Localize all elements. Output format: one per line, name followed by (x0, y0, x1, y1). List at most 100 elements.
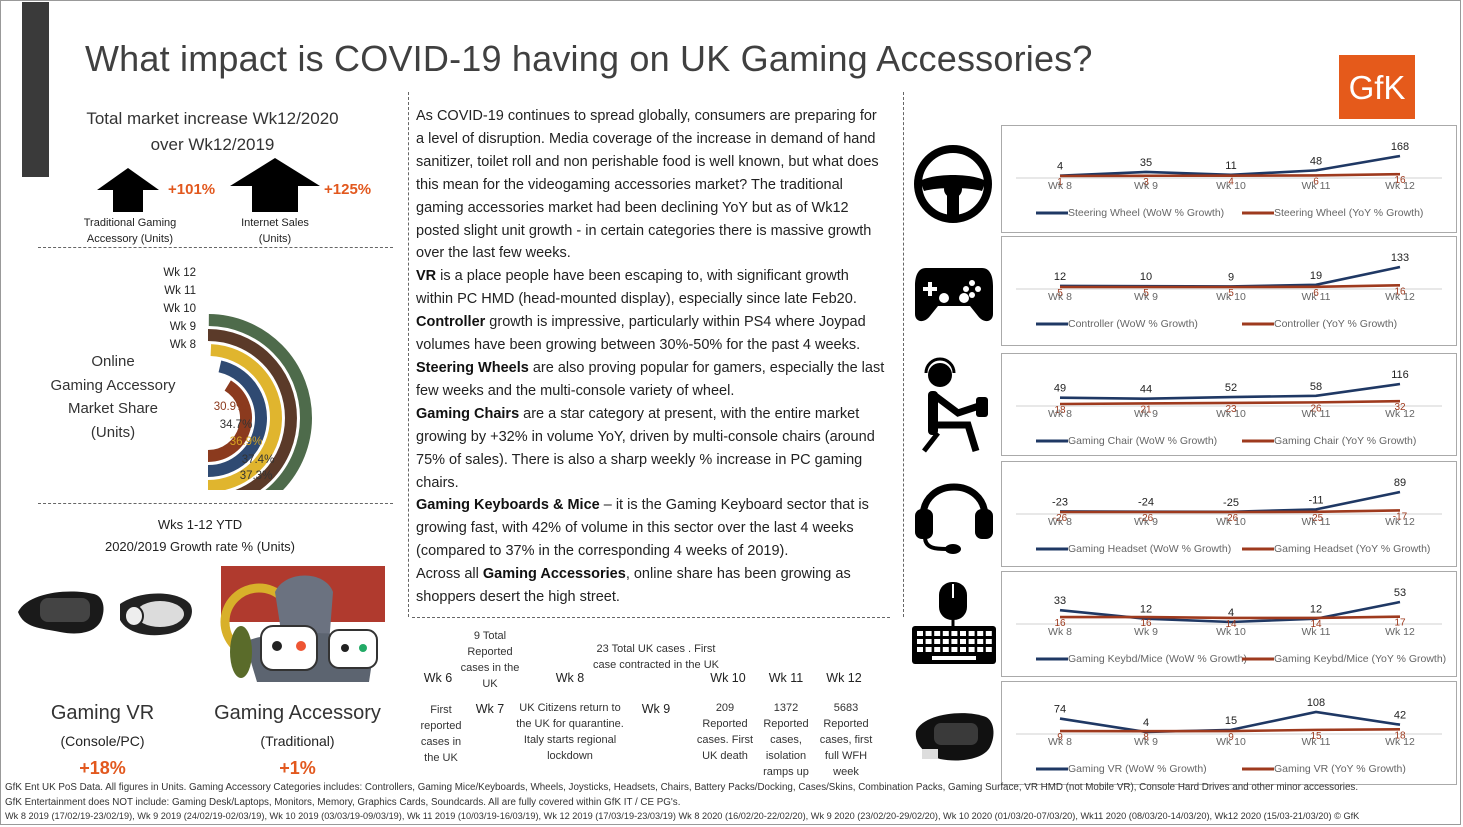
wow-data-label: 133 (1391, 252, 1409, 264)
yoy-data-label: 26 (1310, 403, 1322, 414)
yoy-data-label: -17 (1393, 511, 1408, 522)
internet-increase-value: +125% (324, 181, 372, 198)
yoy-data-label: 3 (1143, 177, 1149, 188)
yoy-data-label: 8 (1143, 732, 1149, 743)
gaming-accessories-image (220, 566, 385, 682)
x-tick-label: Wk 10 (1216, 626, 1246, 638)
footer-line: Wk 8 2019 (17/02/19-23/02/19), Wk 9 2019… (5, 811, 1360, 821)
keyboard-mouse-icon (912, 582, 996, 664)
online-share-label-line: (Units) (90, 423, 136, 441)
share-week-label: Wk 12 (163, 267, 196, 279)
x-tick-label: Wk 12 (1385, 408, 1415, 420)
x-tick-label: Wk 9 (1134, 291, 1158, 303)
x-tick-label: Wk 12 (1385, 516, 1415, 528)
ytd-heading: Wks 1-12 YTD 2020/2019 Growth rate % (Un… (50, 514, 350, 558)
x-tick-label: Wk 8 (1048, 516, 1072, 528)
legend-label: Controller (YoY % Growth) (1274, 318, 1397, 330)
traditional-increase-value: +101% (168, 181, 216, 198)
growth-chart-panel: -23 -24 -25 -11 89 -26 -26 -26 -25 -17 Wk 8 Wk 9 Wk … (1001, 461, 1457, 567)
divider (903, 92, 904, 617)
paragraph-bold: Steering Wheels (416, 359, 529, 376)
headset-icon (915, 483, 993, 554)
internet-label: Internet Sales (Units) (225, 215, 325, 247)
x-tick-label: Wk 8 (1048, 180, 1072, 192)
market-increase-heading: Total market increase Wk12/2020 over Wk1… (70, 106, 355, 158)
paragraph-bold: VR (416, 268, 437, 285)
title-accent-bar (22, 2, 49, 177)
commentary-paragraph: VR is a place people have been escaping … (416, 265, 886, 311)
wow-data-label: 10 (1140, 271, 1152, 283)
yoy-data-label: 17 (1394, 618, 1406, 629)
vr-headset-icon (915, 713, 994, 761)
wow-data-label: 89 (1394, 477, 1406, 489)
paragraph-text: Across all (416, 566, 483, 583)
growth-chart-panel: 12 10 9 19 133 5 5 5 6 16 Wk 8 Wk 9 Wk 10 Wk 11 Wk 12 C… (1001, 236, 1457, 346)
yoy-data-label: 6 (1313, 176, 1319, 187)
paragraph-text: – it is the Gaming Keyboard sector that … (416, 497, 869, 560)
timeline-week: Wk 9 (641, 702, 671, 716)
wow-data-label: 12 (1054, 271, 1066, 283)
wow-data-label: 42 (1394, 710, 1406, 722)
wow-data-label: 19 (1310, 270, 1322, 282)
paragraph-text: is a place people have been escaping to,… (416, 268, 857, 308)
online-share-label-line: Online (91, 353, 135, 370)
x-tick-label: Wk 8 (1048, 626, 1072, 638)
share-arc (207, 360, 267, 477)
legend-label: Steering Wheel (WoW % Growth) (1068, 207, 1224, 219)
commentary-paragraph: Gaming Chairs are a star category at pre… (416, 403, 886, 495)
paragraph-bold: Gaming Accessories (482, 566, 626, 583)
yoy-data-label: 9 (1228, 732, 1234, 743)
share-week-label: Wk 8 (170, 339, 196, 351)
traditional-label-line1: Traditional Gaming (83, 217, 177, 229)
footer-line: GfK Ent UK PoS Data. All figures in Unit… (5, 782, 1359, 793)
vr-headset-icon (18, 591, 192, 636)
x-tick-label: Wk 11 (1302, 291, 1331, 303)
yoy-data-label: 6 (1313, 288, 1319, 299)
yoy-data-label: 1 (1057, 177, 1063, 188)
yoy-data-label: 16 (1394, 286, 1406, 297)
internet-label-line2: (Units) (258, 233, 292, 245)
x-tick-label: Wk 9 (1134, 626, 1158, 638)
x-tick-label: Wk 12 (1385, 736, 1415, 748)
legend-label: Gaming Keybd/Mice (WoW % Growth) (1068, 653, 1247, 665)
growth-chart-panel: 74 4 15 108 42 9 8 9 15 18 Wk 8 Wk 9 Wk 10 Wk 11 Wk 12… (1001, 681, 1457, 785)
share-value-label: 34.7% (220, 419, 253, 431)
share-value-label: 30.9% (214, 401, 247, 413)
growth-line-chart: 12 10 9 19 133 5 5 5 6 16 Wk 8 Wk 9 Wk 10 Wk 11 Wk 12 C… (1016, 252, 1442, 330)
timeline-note-wk11: 1372 Reported cases, isolation ramps up (763, 702, 809, 778)
growth-chart-panel: 49 44 52 58 116 18 21 23 26 32 Wk 8 Wk 9 Wk 10 Wk 11 W… (1001, 353, 1457, 456)
wow-data-label: 116 (1391, 369, 1409, 381)
x-tick-label: Wk 11 (1302, 736, 1331, 748)
online-share-label: Online Gaming Accessory Market Share (Un… (38, 350, 188, 444)
x-tick-label: Wk 9 (1134, 408, 1158, 420)
share-arc (207, 344, 282, 490)
wow-data-label: 4 (1057, 161, 1063, 173)
paragraph-text: are a star category at present, with the… (416, 405, 875, 491)
growth-line-chart: 4 35 11 48 168 1 3 4 6 16 Wk 8 Wk 9 Wk 10 Wk 11 Wk 12 S… (1016, 141, 1442, 219)
yoy-series-line (1059, 399, 1401, 406)
logo-text: GfK (1348, 69, 1406, 106)
up-arrow-icon (230, 158, 320, 212)
x-tick-label: Wk 8 (1048, 736, 1072, 748)
legend-label: Controller (WoW % Growth) (1068, 318, 1198, 330)
divider (38, 247, 393, 248)
yoy-series-line (1060, 509, 1401, 514)
wow-data-label: -24 (1138, 497, 1154, 509)
divider (408, 92, 409, 617)
paragraph-bold: Controller (416, 314, 486, 331)
paragraph-bold: Gaming Keyboards & Mice (416, 497, 600, 514)
yoy-data-label: 15 (1310, 731, 1322, 742)
legend-label: Gaming Chair (YoY % Growth) (1274, 435, 1416, 447)
wow-data-label: -25 (1223, 497, 1239, 509)
yoy-data-label: 23 (1225, 404, 1237, 415)
yoy-data-label: 21 (1140, 404, 1152, 415)
x-tick-label: Wk 8 (1048, 291, 1072, 303)
controller-icon (915, 268, 993, 322)
wow-data-label: 168 (1391, 141, 1409, 153)
wow-data-label: -11 (1308, 494, 1323, 506)
ytd-accessory-value: +1% (279, 758, 316, 778)
wow-data-label: 4 (1143, 717, 1149, 729)
paragraph-bold: Gaming Chairs (416, 405, 520, 422)
x-tick-label: Wk 12 (1385, 626, 1415, 638)
